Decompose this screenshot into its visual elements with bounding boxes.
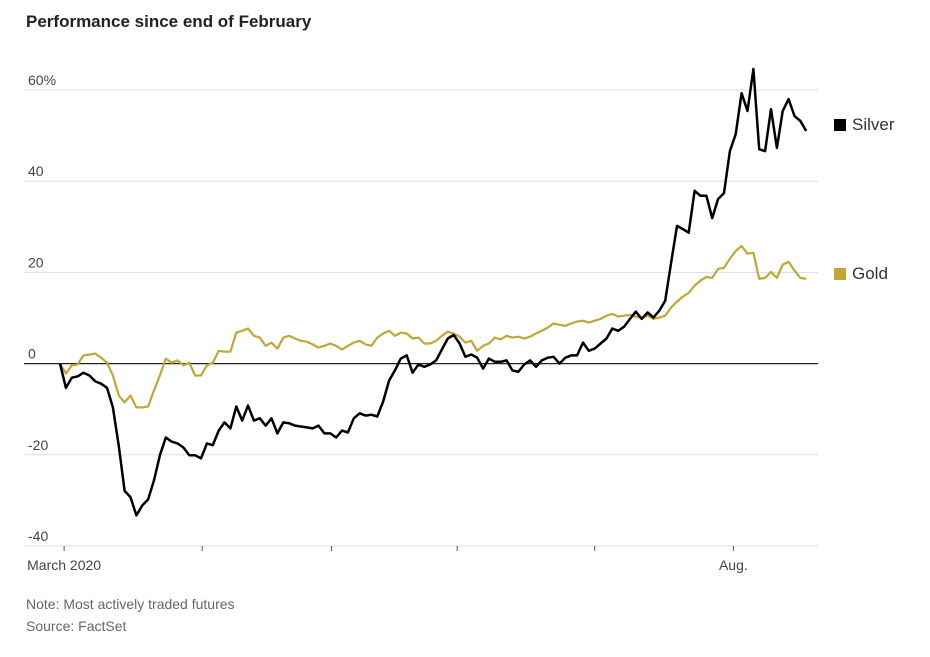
legend-label-silver: Silver [852, 115, 895, 134]
y-tick-label: 20 [28, 254, 44, 270]
chart-note: Note: Most actively traded futures [26, 596, 235, 612]
line-chart: 60% 40 20 0 -20 -40 March 2020 Aug. [24, 67, 818, 573]
x-tick-label: Aug. [719, 557, 748, 573]
y-tick-label: -40 [28, 528, 48, 544]
legend-item-gold: Gold [834, 264, 888, 284]
series-lines [58, 67, 808, 517]
series-line-gold [59, 244, 807, 409]
gridlines [24, 89, 818, 547]
legend-label-gold: Gold [852, 264, 888, 283]
chart-source: Source: FactSet [26, 618, 127, 634]
gold-swatch-icon [834, 268, 846, 280]
x-tick-label: March 2020 [27, 557, 101, 573]
legend-item-silver: Silver [834, 115, 895, 135]
y-tick-label: 60% [28, 72, 56, 88]
y-tick-label: 40 [28, 163, 44, 179]
series-line-silver [58, 67, 808, 517]
silver-swatch-icon [834, 119, 846, 131]
y-tick-label: -20 [28, 437, 48, 453]
y-axis-labels: 60% 40 20 0 -20 -40 [28, 72, 56, 544]
x-axis: March 2020 Aug. [27, 546, 748, 573]
y-tick-label: 0 [28, 346, 36, 362]
chart-title: Performance since end of February [26, 12, 312, 31]
